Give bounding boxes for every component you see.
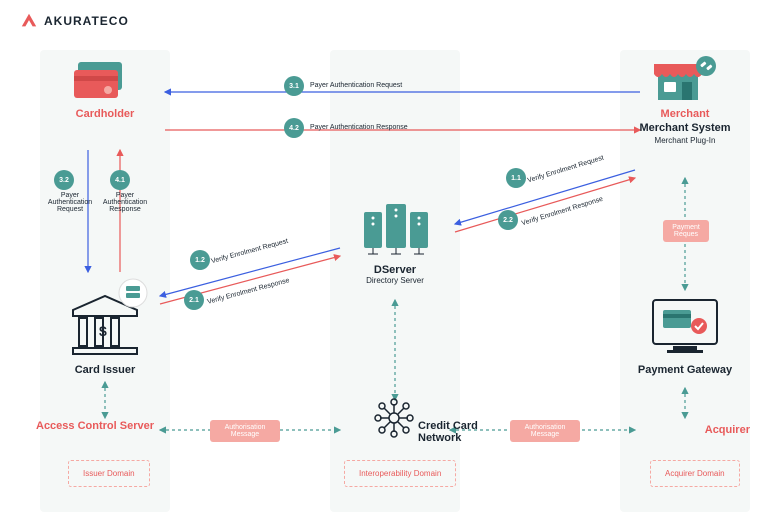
label-22: Verify Enrolment Response bbox=[521, 196, 604, 227]
ccn-icon bbox=[372, 396, 416, 445]
cardholder-icon bbox=[72, 60, 132, 107]
badge-32: 3.2 bbox=[54, 170, 74, 190]
auth-msg-pill-1: Authorisation Message bbox=[210, 420, 280, 442]
acs-label: Access Control Server bbox=[30, 420, 160, 432]
interop-domain: Interoperability Domain bbox=[344, 460, 456, 487]
merchant-system-label: Merchant System bbox=[620, 122, 750, 134]
label-32: Payer Authentication Request bbox=[47, 192, 93, 213]
auth-msg-pill-2: Authorisation Message bbox=[510, 420, 580, 442]
payment-request-pill: Payment Reques bbox=[663, 220, 709, 242]
dserver-label: DServer bbox=[330, 264, 460, 276]
brand-name: AKURATECO bbox=[44, 14, 129, 28]
badge-42: 4.2 bbox=[284, 118, 304, 138]
brand-logo: AKURATECO bbox=[20, 12, 129, 30]
badge-11: 1.1 bbox=[506, 168, 526, 188]
logo-icon bbox=[20, 12, 38, 30]
acquirer-domain: Acquirer Domain bbox=[650, 460, 740, 487]
payment-gateway-label: Payment Gateway bbox=[620, 364, 750, 376]
badge-12: 1.2 bbox=[190, 250, 210, 270]
ccn-label: Credit Card Network bbox=[418, 420, 488, 444]
label-42: Payer Authentication Response bbox=[310, 124, 408, 131]
merchant-label: Merchant bbox=[620, 108, 750, 120]
badge-22: 2.2 bbox=[498, 210, 518, 230]
badge-41: 4.1 bbox=[110, 170, 130, 190]
label-21: Verify Enrolment Response bbox=[207, 277, 291, 306]
cardholder-label: Cardholder bbox=[40, 108, 170, 120]
label-31: Payer Authentication Request bbox=[310, 82, 402, 89]
merchant-plugin-label: Merchant Plug-In bbox=[620, 136, 750, 145]
badge-21: 2.1 bbox=[184, 290, 204, 310]
server-badge-icon bbox=[118, 278, 148, 313]
dserver-icon bbox=[360, 200, 432, 265]
merchant-icon bbox=[650, 52, 720, 109]
issuer-domain: Issuer Domain bbox=[68, 460, 150, 487]
label-11: Verify Enrolment Request bbox=[527, 155, 605, 185]
label-41: Payer Authentication Response bbox=[100, 192, 150, 213]
dserver-sub: Directory Server bbox=[330, 276, 460, 285]
card-issuer-label: Card Issuer bbox=[40, 364, 170, 376]
svg-text:$: $ bbox=[99, 323, 107, 339]
payment-gateway-icon bbox=[645, 294, 725, 365]
label-12: Verify Enrolment Request bbox=[210, 238, 288, 265]
acquirer-label: Acquirer bbox=[640, 424, 750, 436]
badge-31: 3.1 bbox=[284, 76, 304, 96]
